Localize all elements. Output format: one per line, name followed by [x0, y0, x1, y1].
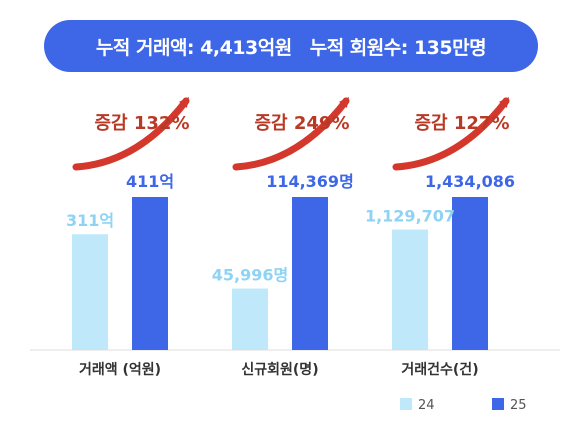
growth-label-members: 증감 249%: [255, 113, 350, 134]
bar-members-curr: [292, 197, 328, 350]
bar-sales-prev: [72, 234, 108, 350]
legend-label-curr: 25: [510, 398, 527, 413]
growth-arrow-transactions: [392, 97, 510, 171]
data-label-sales-curr: 411억: [126, 172, 174, 191]
bar-transactions-curr: [452, 197, 488, 350]
growth-arrow-sales: [72, 97, 190, 171]
category-label-members: 신규회원(명): [241, 361, 318, 378]
bar-sales-curr: [132, 197, 168, 350]
summary-banner: 누적 거래액: 4,413억원 누적 회원수: 135만명: [44, 20, 538, 72]
growth-label-transactions: 증감 127%: [415, 113, 510, 134]
category-label-transactions: 거래건수(건): [401, 361, 478, 378]
bar-members-prev: [232, 288, 268, 350]
data-label-members-curr: 114,369명: [266, 172, 354, 191]
data-label-transactions-prev: 1,129,707: [365, 206, 455, 225]
banner-total-sales: 누적 거래액: 4,413억원: [95, 36, 292, 59]
data-label-transactions-curr: 1,434,086: [425, 172, 515, 191]
legend-swatch-curr: [492, 398, 504, 410]
banner-total-members: 누적 회원수: 135만명: [309, 36, 487, 59]
legend-label-prev: 24: [418, 398, 435, 413]
growth-label-sales: 증감 132%: [95, 113, 190, 134]
growth-arrow-members: [232, 97, 350, 171]
data-label-members-prev: 45,996명: [212, 265, 288, 284]
data-label-sales-prev: 311억: [66, 211, 114, 230]
category-label-sales: 거래액 (억원): [79, 361, 161, 378]
legend-swatch-prev: [400, 398, 412, 410]
bar-transactions-prev: [392, 229, 428, 350]
